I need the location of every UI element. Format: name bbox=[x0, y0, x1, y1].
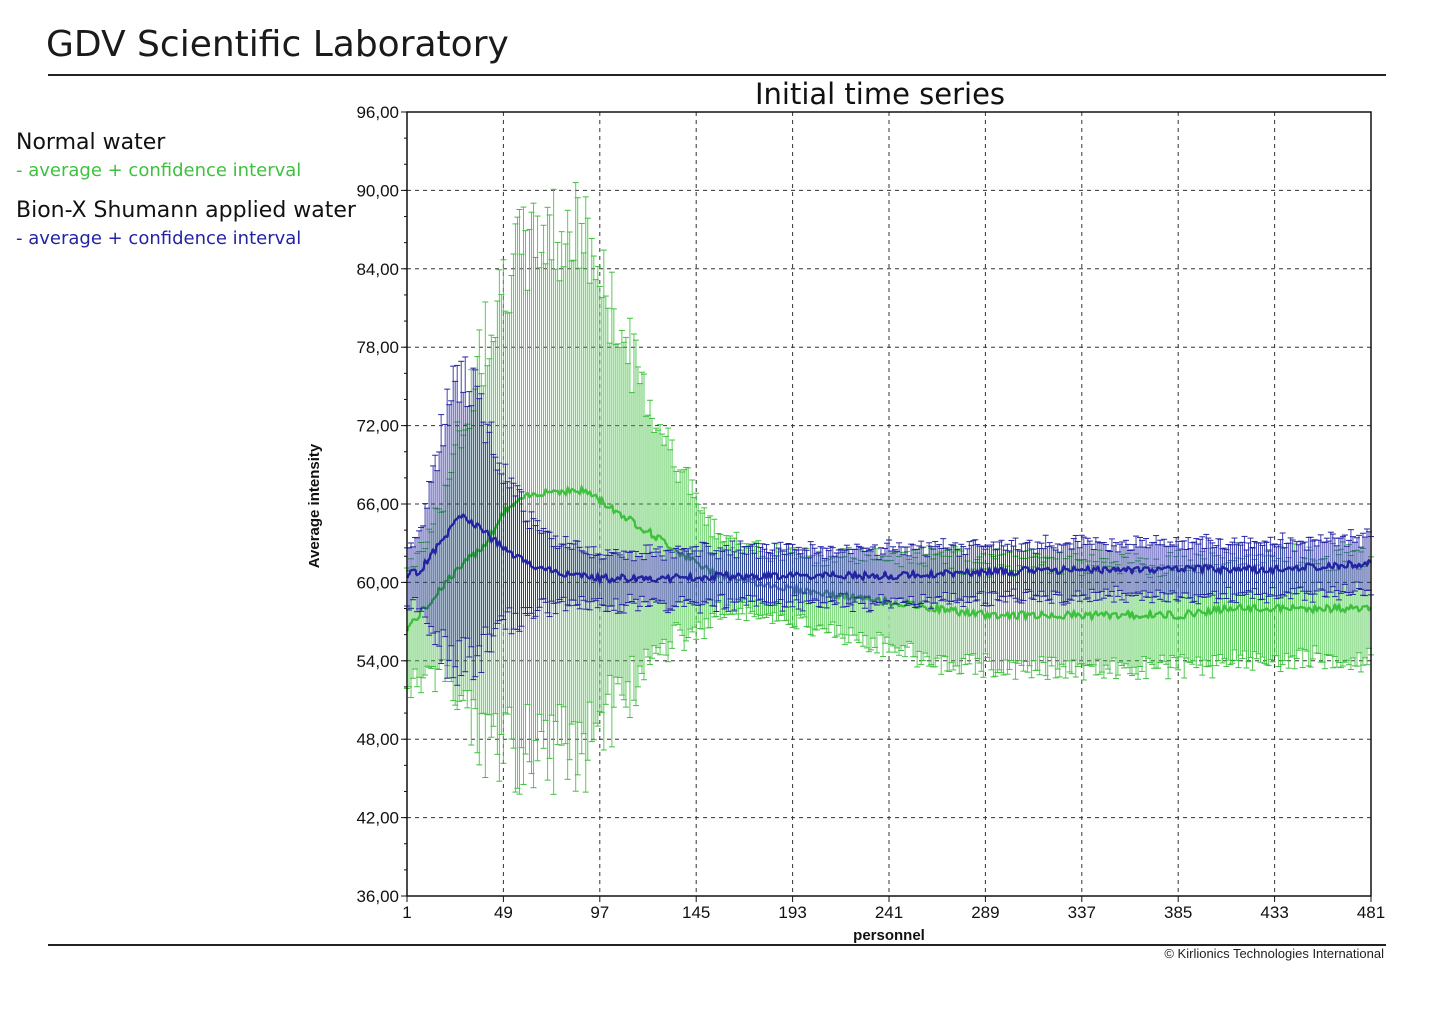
x-tick-label: 337 bbox=[1068, 903, 1096, 922]
x-tick-label: 1 bbox=[402, 903, 411, 922]
y-tick-label: 42,00 bbox=[356, 809, 399, 828]
x-tick-label: 433 bbox=[1260, 903, 1288, 922]
y-tick-label: 36,00 bbox=[356, 887, 399, 906]
page-title: GDV Scientific Laboratory bbox=[46, 24, 509, 65]
x-tick-label: 385 bbox=[1164, 903, 1192, 922]
axes: 1 49 97 145 193 241 289 337 385 433 481 36,00 42,00 4… bbox=[356, 103, 1385, 922]
copyright-text: © Kirlionics Technologies International bbox=[1164, 946, 1384, 961]
legend-normal-water-label: Normal water bbox=[16, 130, 166, 155]
x-tick-label: 145 bbox=[682, 903, 710, 922]
x-tick-label: 481 bbox=[1357, 903, 1385, 922]
legend-bionx-water-label: Bion-X Shumann applied water bbox=[16, 198, 356, 223]
y-tick-label: 48,00 bbox=[356, 730, 399, 749]
y-tick-label: 54,00 bbox=[356, 652, 399, 671]
x-tick-label: 241 bbox=[875, 903, 903, 922]
mean-line bbox=[405, 512, 1372, 586]
x-tick-label: 193 bbox=[778, 903, 806, 922]
y-tick-label: 96,00 bbox=[356, 103, 399, 122]
legend-normal-water-sub: - average + confidence interval bbox=[16, 160, 302, 181]
header-divider bbox=[48, 74, 1386, 76]
x-tick-label: 49 bbox=[494, 903, 513, 922]
y-tick-label: 66,00 bbox=[356, 495, 399, 514]
y-tick-label: 72,00 bbox=[356, 417, 399, 436]
y-tick-label: 60,00 bbox=[356, 573, 399, 592]
y-tick-label: 90,00 bbox=[356, 181, 399, 200]
y-axis-label: Average intensity bbox=[306, 443, 323, 568]
legend: Normal water - average + confidence inte… bbox=[16, 128, 356, 264]
y-tick-label: 84,00 bbox=[356, 260, 399, 279]
x-axis-label: personnel bbox=[853, 927, 925, 944]
series-bionx-water bbox=[404, 356, 1374, 686]
y-tick-label: 78,00 bbox=[356, 338, 399, 357]
x-tick-label: 97 bbox=[590, 903, 609, 922]
footer-divider bbox=[48, 944, 1386, 946]
x-tick-label: 289 bbox=[971, 903, 999, 922]
chart-title: Initial time series bbox=[755, 77, 1005, 111]
legend-bionx-water-sub: - average + confidence interval bbox=[16, 228, 302, 249]
series-layer bbox=[404, 182, 1374, 795]
